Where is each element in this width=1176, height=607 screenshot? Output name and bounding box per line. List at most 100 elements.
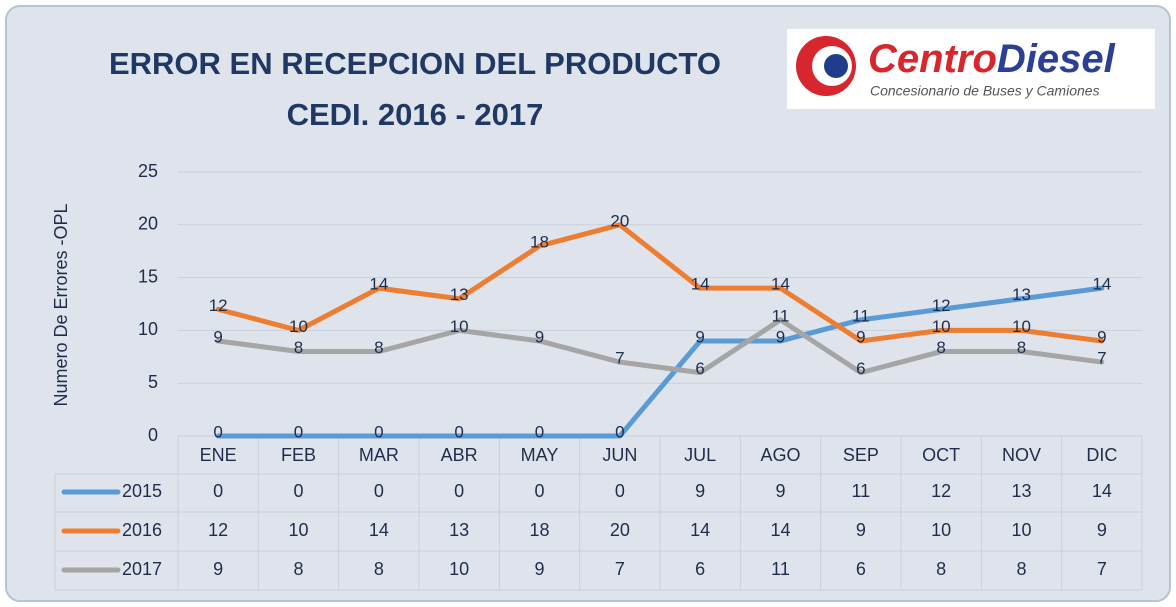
data-label: 12 bbox=[932, 296, 951, 315]
table-cell: 14 bbox=[770, 520, 790, 540]
data-label: 6 bbox=[695, 359, 704, 378]
y-tick-label: 10 bbox=[138, 319, 158, 339]
series-line bbox=[215, 222, 1105, 344]
x-tick-label: NOV bbox=[1002, 445, 1041, 465]
x-tick-label: MAR bbox=[359, 445, 399, 465]
data-label: 9 bbox=[535, 327, 544, 346]
table-cell: 10 bbox=[931, 520, 951, 540]
table-cell: 10 bbox=[1011, 520, 1031, 540]
data-label: 9 bbox=[776, 327, 785, 346]
data-label: 14 bbox=[1092, 275, 1111, 294]
table-cell: 0 bbox=[454, 481, 464, 501]
data-label: 6 bbox=[856, 359, 865, 378]
data-label: 0 bbox=[535, 422, 544, 441]
data-label: 10 bbox=[1012, 317, 1031, 336]
legend-label: 2017 bbox=[122, 559, 162, 579]
table-cell: 8 bbox=[293, 559, 303, 579]
x-tick-label: ENE bbox=[200, 445, 237, 465]
table-cell: 8 bbox=[374, 559, 384, 579]
table-cell: 11 bbox=[851, 481, 870, 501]
data-label: 18 bbox=[530, 232, 549, 251]
y-tick-label: 15 bbox=[138, 266, 158, 286]
table-cell: 9 bbox=[213, 559, 223, 579]
data-label: 13 bbox=[1012, 285, 1031, 304]
table-cell: 9 bbox=[1097, 520, 1107, 540]
data-label: 12 bbox=[209, 296, 228, 315]
data-label: 7 bbox=[615, 349, 624, 368]
data-label: 14 bbox=[369, 275, 388, 294]
logo: CentroDiesel Concesionario de Buses y Ca… bbox=[787, 29, 1155, 109]
y-tick-label: 25 bbox=[138, 161, 158, 181]
data-label: 10 bbox=[932, 317, 951, 336]
chart-title: ERROR EN RECEPCION DEL PRODUCTO bbox=[109, 46, 721, 81]
table-cell: 6 bbox=[695, 559, 705, 579]
table-cell: 0 bbox=[534, 481, 544, 501]
table-cell: 13 bbox=[1011, 481, 1031, 501]
x-tick-label: OCT bbox=[922, 445, 960, 465]
table-cell: 6 bbox=[856, 559, 866, 579]
table-cell: 14 bbox=[1092, 481, 1112, 501]
x-tick-label: JUL bbox=[684, 445, 716, 465]
data-label: 10 bbox=[289, 317, 308, 336]
legend-label: 2016 bbox=[122, 520, 162, 540]
data-label: 0 bbox=[374, 422, 383, 441]
table-cell: 8 bbox=[1016, 559, 1026, 579]
data-label: 0 bbox=[294, 422, 303, 441]
data-label: 9 bbox=[213, 327, 222, 346]
logo-icon bbox=[824, 54, 848, 78]
table-cell: 0 bbox=[213, 481, 223, 501]
data-label: 14 bbox=[691, 275, 710, 294]
x-tick-label: ABR bbox=[441, 445, 478, 465]
table-cell: 14 bbox=[690, 520, 710, 540]
data-label: 0 bbox=[213, 422, 222, 441]
table-cell: 12 bbox=[931, 481, 951, 501]
y-tick-label: 0 bbox=[148, 425, 158, 445]
data-label: 0 bbox=[454, 422, 463, 441]
y-axis-title: Numero De Errores -OPL bbox=[51, 203, 71, 406]
data-label: 0 bbox=[615, 422, 624, 441]
logo-name: CentroDiesel bbox=[868, 37, 1116, 81]
table-cell: 10 bbox=[288, 520, 308, 540]
data-label: 8 bbox=[374, 338, 383, 357]
logo-tagline: Concesionario de Buses y Camiones bbox=[870, 83, 1100, 99]
x-tick-label: MAY bbox=[521, 445, 559, 465]
table-cell: 18 bbox=[529, 520, 549, 540]
legend-label: 2015 bbox=[122, 481, 162, 501]
table-cell: 0 bbox=[615, 481, 625, 501]
table-cell: 14 bbox=[369, 520, 389, 540]
y-tick-label: 5 bbox=[148, 372, 158, 392]
y-tick-label: 20 bbox=[138, 214, 158, 234]
table-cell: 7 bbox=[1097, 559, 1107, 579]
x-tick-label: AGO bbox=[760, 445, 800, 465]
table-cell: 11 bbox=[771, 559, 790, 579]
data-label: 11 bbox=[852, 306, 870, 325]
x-tick-label: SEP bbox=[843, 445, 879, 465]
table-cell: 12 bbox=[208, 520, 228, 540]
x-tick-label: FEB bbox=[281, 445, 316, 465]
data-label: 9 bbox=[1097, 327, 1106, 346]
logo-name-a: Centro bbox=[868, 37, 997, 81]
table-cell: 13 bbox=[449, 520, 469, 540]
data-label: 9 bbox=[856, 327, 865, 346]
data-label: 9 bbox=[695, 327, 704, 346]
data-label: 13 bbox=[450, 285, 469, 304]
table-cell: 9 bbox=[856, 520, 866, 540]
table-cell: 8 bbox=[936, 559, 946, 579]
series-line bbox=[215, 285, 1105, 439]
data-label: 10 bbox=[450, 317, 469, 336]
table-cell: 9 bbox=[775, 481, 785, 501]
data-label: 7 bbox=[1097, 349, 1106, 368]
table-cell: 10 bbox=[449, 559, 469, 579]
table-cell: 0 bbox=[374, 481, 384, 501]
x-tick-label: JUN bbox=[602, 445, 637, 465]
data-label: 20 bbox=[610, 211, 629, 230]
table-cell: 9 bbox=[534, 559, 544, 579]
data-label: 14 bbox=[771, 275, 790, 294]
logo-name-b: Diesel bbox=[997, 37, 1116, 81]
data-label: 8 bbox=[936, 338, 945, 357]
table-cell: 20 bbox=[610, 520, 630, 540]
data-label: 11 bbox=[772, 306, 790, 325]
series-line bbox=[215, 317, 1105, 376]
x-tick-label: DIC bbox=[1086, 445, 1117, 465]
